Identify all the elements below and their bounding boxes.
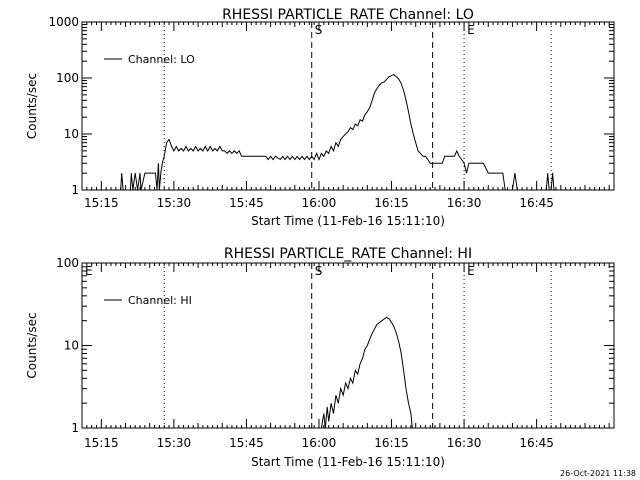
legend-label: Channel: HI bbox=[128, 294, 192, 307]
series-line bbox=[320, 316, 413, 429]
marker-label: S bbox=[315, 23, 323, 37]
y-tick-label: 10 bbox=[64, 339, 79, 353]
chart-title: RHESSI PARTICLE_RATE Channel: HI bbox=[224, 246, 472, 262]
x-axis-label: Start Time (11-Feb-16 15:11:10) bbox=[251, 214, 445, 228]
y-tick-label: 1 bbox=[71, 183, 79, 197]
x-tick-label: 16:45 bbox=[519, 196, 554, 210]
y-tick-label: 100 bbox=[56, 71, 79, 85]
y-axis-label: Counts/sec bbox=[25, 73, 39, 139]
x-tick-label: 16:30 bbox=[447, 436, 482, 450]
y-tick-label: 10 bbox=[64, 127, 79, 141]
y-tick-label: 1000 bbox=[48, 15, 79, 29]
chart-panel-1: RHESSI PARTICLE_RATE Channel: LO 1 10 100 10… bbox=[25, 7, 615, 228]
series-line bbox=[120, 74, 555, 191]
x-tick-label: 15:45 bbox=[229, 436, 264, 450]
x-tick-label: 15:45 bbox=[229, 196, 264, 210]
x-tick-label: 16:00 bbox=[302, 196, 337, 210]
timestamp: 26-Oct-2021 11:38 bbox=[560, 469, 636, 478]
chart-panel-2: RHESSI PARTICLE_RATE Channel: HI 1 10 100 15… bbox=[25, 246, 615, 469]
x-axis-label: Start Time (11-Feb-16 15:11:10) bbox=[251, 455, 445, 469]
x-tick-label: 16:15 bbox=[374, 196, 409, 210]
x-tick-label: 15:30 bbox=[157, 436, 192, 450]
y-tick-label: 1 bbox=[71, 421, 79, 435]
marker-label: S bbox=[315, 264, 323, 278]
marker-label: E bbox=[467, 264, 475, 278]
plot-frame bbox=[81, 262, 615, 429]
x-tick-label: 16:30 bbox=[447, 196, 482, 210]
x-tick-label: 15:15 bbox=[84, 196, 119, 210]
x-tick-label: 16:45 bbox=[519, 436, 554, 450]
y-axis-label: Counts/sec bbox=[25, 312, 39, 378]
x-tick-label: 16:00 bbox=[302, 436, 337, 450]
x-tick-label: 16:15 bbox=[374, 436, 409, 450]
chart-title: RHESSI PARTICLE_RATE Channel: LO bbox=[222, 7, 474, 23]
x-tick-label: 15:30 bbox=[157, 196, 192, 210]
marker-label: E bbox=[85, 264, 93, 278]
x-tick-label: 15:15 bbox=[84, 436, 119, 450]
y-tick-label: 100 bbox=[56, 256, 79, 270]
legend-label: Channel: LO bbox=[128, 53, 195, 66]
marker-label: E bbox=[467, 23, 475, 37]
